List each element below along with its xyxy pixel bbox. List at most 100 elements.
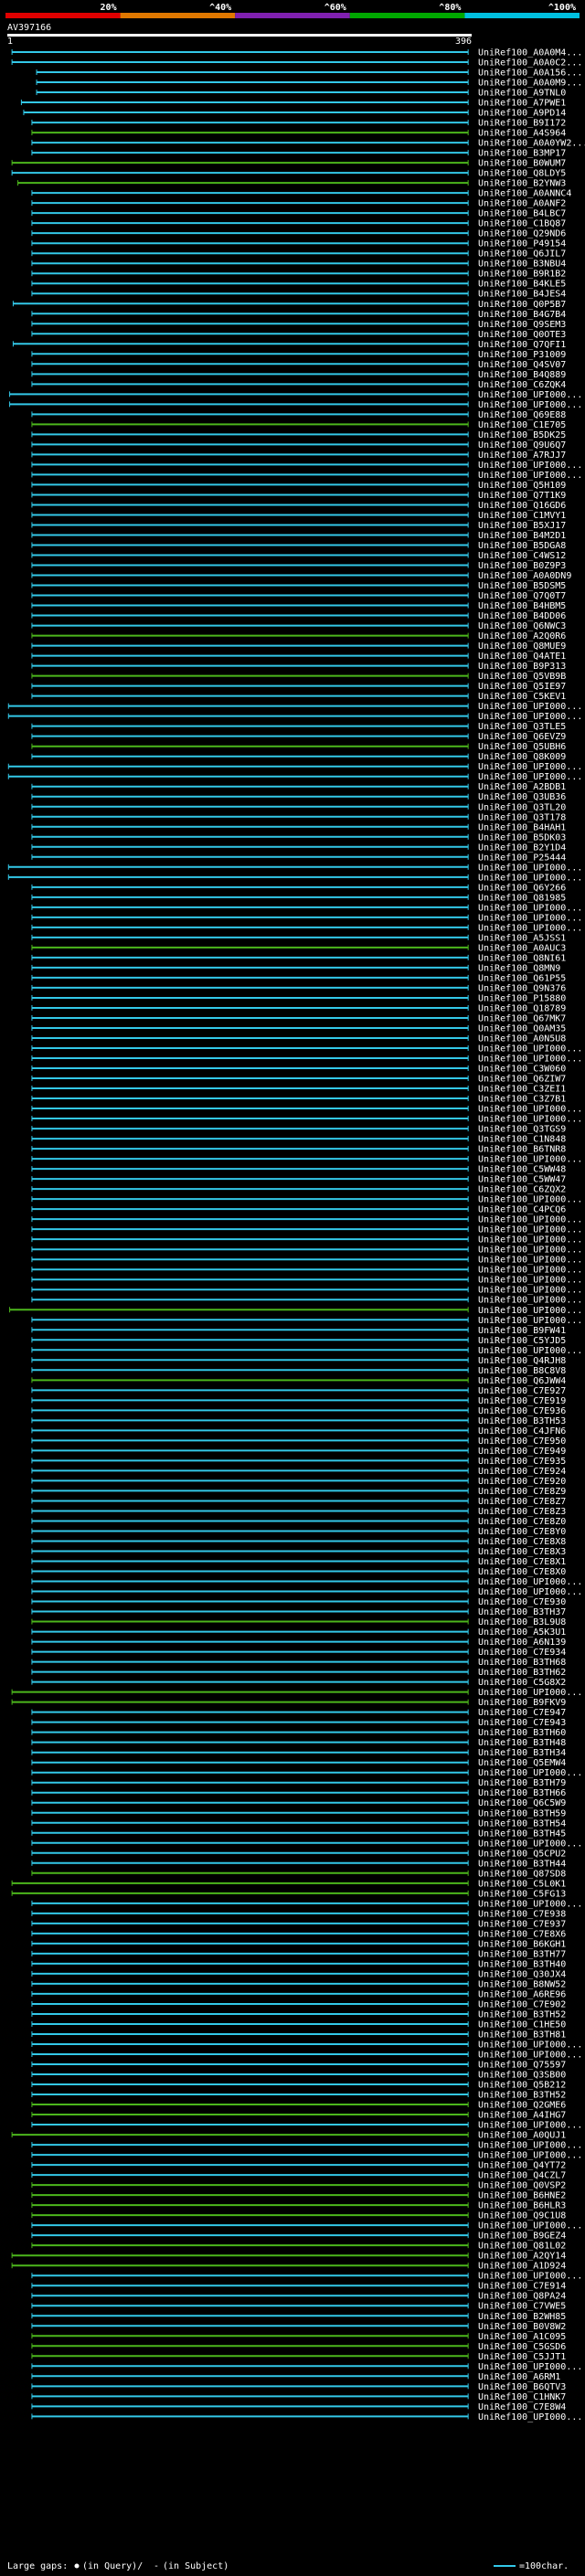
hit-label[interactable]: UniRef100_C1E705 (478, 420, 566, 430)
hit-label[interactable]: UniRef100_C3W060 (478, 1065, 566, 1075)
hit-row[interactable]: UniRef100_C5WW47 (31, 1175, 566, 1185)
hit-row[interactable]: UniRef100_Q75597 (31, 2061, 566, 2071)
hit-row[interactable]: UniRef100_C5KEV1 (31, 692, 566, 702)
hit-row[interactable]: UniRef100_B3TH52 (31, 2009, 566, 2019)
hit-label[interactable]: UniRef100_Q81L02 (478, 2242, 566, 2252)
hit-label[interactable]: UniRef100_C4JFN6 (478, 1426, 566, 1436)
hit-label[interactable]: UniRef100_C7E8Z9 (478, 1487, 566, 1497)
hit-label[interactable]: UniRef100_Q4ATE1 (478, 652, 566, 662)
hit-row[interactable]: UniRef100_B9R1B2 (31, 270, 566, 280)
hit-row[interactable]: UniRef100_B6HLR3 (31, 2201, 566, 2211)
hit-label[interactable]: UniRef100_Q5CPU2 (478, 1849, 566, 1859)
hit-row[interactable]: UniRef100_C5WW48 (31, 1165, 566, 1175)
hit-row[interactable]: UniRef100_Q61P55 (31, 973, 566, 983)
hit-label[interactable]: UniRef100_A2QY14 (478, 2252, 566, 2262)
hit-label[interactable]: UniRef100_B6HNE2 (478, 2191, 566, 2201)
hit-row[interactable]: UniRef100_UPI000... (7, 702, 582, 712)
hit-row[interactable]: UniRef100_UPI000... (7, 712, 582, 722)
hit-label[interactable]: UniRef100_B5XJ17 (478, 521, 566, 531)
hit-row[interactable]: UniRef100_Q69E88 (31, 410, 566, 420)
hit-label[interactable]: UniRef100_A0ANF2 (478, 199, 566, 209)
hit-label[interactable]: UniRef100_B9R1B2 (478, 270, 566, 280)
hit-label[interactable]: UniRef100_A4S964 (478, 129, 566, 139)
hit-label[interactable]: UniRef100_C5WW47 (478, 1175, 566, 1185)
hit-row[interactable]: UniRef100_Q0AM35 (31, 1023, 566, 1034)
hit-row[interactable]: UniRef100_Q0OTE3 (31, 330, 566, 340)
hit-row[interactable]: UniRef100_Q5IE97 (31, 682, 566, 692)
hit-row[interactable]: UniRef100_B3TH62 (31, 1668, 566, 1678)
hit-label[interactable]: UniRef100_P25444 (478, 853, 566, 863)
hit-row[interactable]: UniRef100_Q4YT72 (31, 2161, 566, 2171)
hit-label[interactable]: UniRef100_UPI000... (478, 1266, 582, 1276)
hit-label[interactable]: UniRef100_A7RJJ7 (478, 451, 566, 461)
hit-label[interactable]: UniRef100_C7E943 (478, 1718, 566, 1728)
hit-row[interactable]: UniRef100_Q6ZIW7 (31, 1075, 566, 1085)
hit-label[interactable]: UniRef100_A0A156... (478, 69, 582, 79)
hit-row[interactable]: UniRef100_Q9SEM3 (31, 320, 566, 330)
hit-row[interactable]: UniRef100_Q3UB36 (31, 792, 566, 802)
hit-row[interactable]: UniRef100_C7E8X6 (31, 1929, 566, 1939)
hit-row[interactable]: UniRef100_A0A0M4... (11, 48, 582, 58)
hit-row[interactable]: UniRef100_C7E950 (31, 1436, 566, 1447)
hit-row[interactable]: UniRef100_P25444 (31, 853, 566, 863)
hit-row[interactable]: UniRef100_Q7QFI1 (12, 340, 566, 350)
hit-row[interactable]: UniRef100_UPI000... (31, 1155, 582, 1165)
hit-row[interactable]: UniRef100_Q81L02 (31, 2242, 566, 2252)
hit-label[interactable]: UniRef100_B4G7B4 (478, 310, 566, 320)
hit-label[interactable]: UniRef100_UPI000... (478, 1306, 582, 1316)
hit-label[interactable]: UniRef100_B5DK03 (478, 832, 566, 843)
hit-row[interactable]: UniRef100_B6TNR8 (31, 1145, 566, 1155)
hit-label[interactable]: UniRef100_B6QTV3 (478, 2382, 566, 2392)
hit-label[interactable]: UniRef100_Q3TGS9 (478, 1125, 566, 1135)
hit-row[interactable]: UniRef100_UPI000... (9, 390, 583, 400)
hit-row[interactable]: UniRef100_B3TH40 (31, 1959, 566, 1969)
hit-row[interactable]: UniRef100_C7E935 (31, 1457, 566, 1467)
hit-row[interactable]: UniRef100_B3TH60 (31, 1728, 566, 1738)
hit-label[interactable]: UniRef100_C7E949 (478, 1447, 566, 1457)
hit-row[interactable]: UniRef100_UPI000... (31, 903, 582, 913)
hit-label[interactable]: UniRef100_B9GEZ4 (478, 2231, 566, 2242)
hit-row[interactable]: UniRef100_B3TH52 (31, 2091, 566, 2101)
hit-label[interactable]: UniRef100_Q8PA24 (478, 2292, 566, 2302)
hit-row[interactable]: UniRef100_A0ANNC4 (31, 189, 571, 199)
hit-row[interactable]: UniRef100_A2BDB1 (31, 782, 566, 792)
hit-label[interactable]: UniRef100_Q5B212 (478, 2081, 566, 2091)
hit-row[interactable]: UniRef100_UPI000... (31, 1256, 582, 1266)
hit-label[interactable]: UniRef100_C3Z7B1 (478, 1095, 566, 1105)
hit-row[interactable]: UniRef100_Q8MN9 (31, 963, 560, 973)
hit-label[interactable]: UniRef100_UPI000... (478, 772, 582, 782)
hit-row[interactable]: UniRef100_Q9U6Q7 (31, 440, 566, 451)
hit-label[interactable]: UniRef100_B4KLE5 (478, 280, 566, 290)
hit-row[interactable]: UniRef100_A6RM1 (31, 2372, 560, 2382)
hit-label[interactable]: UniRef100_C5GSD6 (478, 2342, 566, 2352)
hit-row[interactable]: UniRef100_A7PWE1 (20, 99, 566, 109)
hit-row[interactable]: UniRef100_Q4CZL7 (31, 2171, 566, 2181)
hit-row[interactable]: UniRef100_A0ANF2 (31, 199, 566, 209)
hit-label[interactable]: UniRef100_UPI000... (478, 1055, 582, 1065)
hit-row[interactable]: UniRef100_B3TH48 (31, 1738, 566, 1748)
hit-row[interactable]: UniRef100_C1MVY1 (31, 511, 566, 521)
hit-label[interactable]: UniRef100_Q3TLE5 (478, 722, 566, 732)
hit-row[interactable]: UniRef100_UPI000... (31, 2272, 582, 2282)
hit-row[interactable]: UniRef100_P49154 (31, 239, 566, 249)
hit-label[interactable]: UniRef100_Q0OTE3 (478, 330, 566, 340)
hit-row[interactable]: UniRef100_C7E914 (31, 2282, 566, 2292)
hit-label[interactable]: UniRef100_B3TH77 (478, 1949, 566, 1959)
hit-row[interactable]: UniRef100_Q18789 (31, 1003, 566, 1013)
hit-row[interactable]: UniRef100_UPI000... (31, 1768, 582, 1778)
hit-row[interactable]: UniRef100_Q81985 (31, 893, 566, 903)
hit-label[interactable]: UniRef100_C7E919 (478, 1396, 566, 1406)
hit-label[interactable]: UniRef100_UPI000... (478, 1346, 582, 1356)
hit-row[interactable]: UniRef100_C7E8Y0 (31, 1527, 566, 1537)
hit-row[interactable]: UniRef100_UPI000... (31, 2040, 582, 2050)
hit-row[interactable]: UniRef100_UPI000... (11, 1688, 582, 1698)
hit-row[interactable]: UniRef100_B9I172 (31, 119, 566, 129)
hit-label[interactable]: UniRef100_C1HNK7 (478, 2392, 566, 2402)
hit-row[interactable]: UniRef100_UPI000... (9, 1306, 583, 1316)
hit-label[interactable]: UniRef100_B9I172 (478, 119, 566, 129)
hit-row[interactable]: UniRef100_Q5CPU2 (31, 1849, 566, 1859)
hit-label[interactable]: UniRef100_A6RM1 (478, 2372, 560, 2382)
hit-row[interactable]: UniRef100_Q5VB9B (31, 672, 566, 682)
hit-row[interactable]: UniRef100_A0QUJ1 (11, 2131, 566, 2141)
hit-label[interactable]: UniRef100_C7E947 (478, 1708, 566, 1718)
